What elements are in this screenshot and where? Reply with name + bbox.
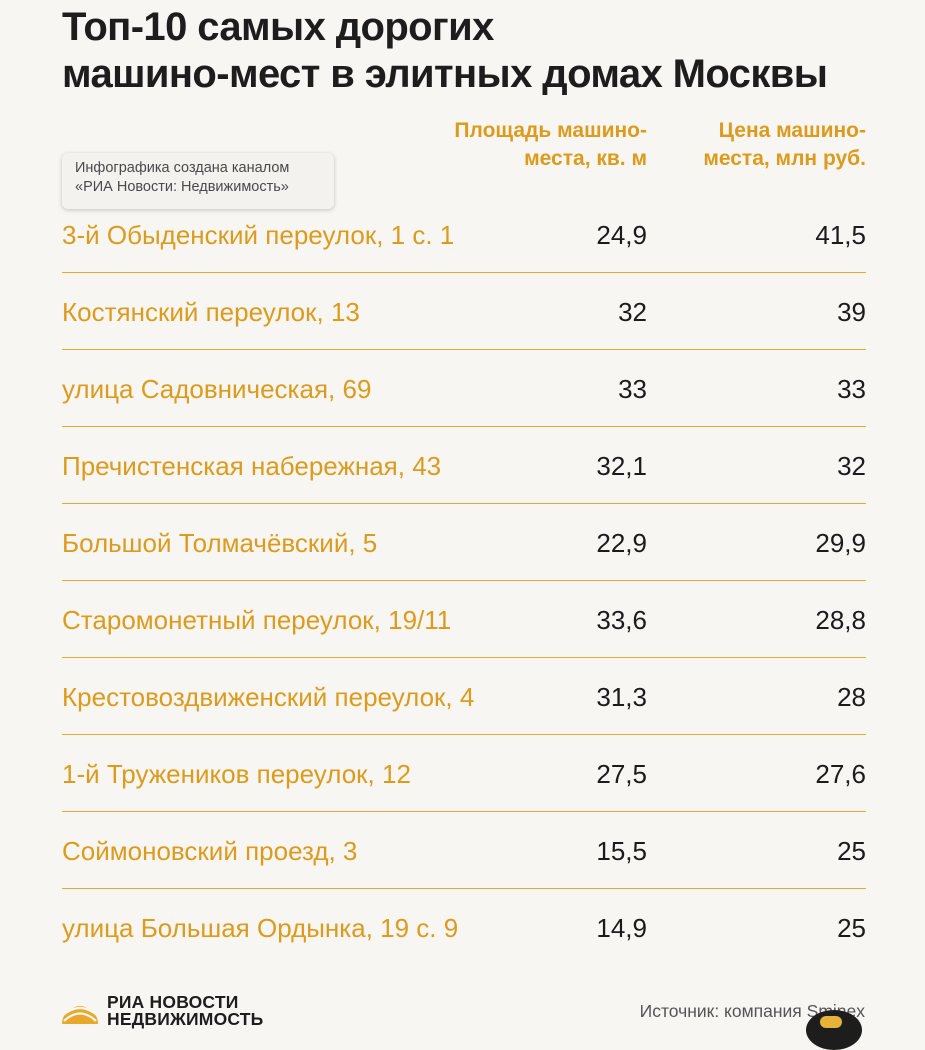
area-cell: 32,1 bbox=[596, 451, 647, 481]
area-cell: 27,5 bbox=[596, 759, 647, 789]
address-cell: 1-й Тружеников переулок, 12 bbox=[62, 759, 411, 789]
address-cell: Пречистенская набережная, 43 bbox=[62, 451, 442, 481]
price-cell: 29,9 bbox=[815, 528, 866, 558]
price-cell: 25 bbox=[837, 836, 866, 866]
ria-logo: РИА НОВОСТИ НЕДВИЖИМОСТЬ bbox=[60, 990, 300, 1028]
logo-text: РИА НОВОСТИ НЕДВИЖИМОСТЬ bbox=[107, 992, 264, 1029]
address-cell: Крестовоздвиженский переулок, 4 bbox=[62, 682, 475, 712]
credit-note: Инфографика создана каналом «РИА Новости… bbox=[62, 153, 334, 209]
table-row: Соймоновский проезд, 3 15,5 25 bbox=[62, 812, 866, 889]
price-cell: 33 bbox=[837, 374, 866, 404]
address-cell: Большой Толмачёвский, 5 bbox=[62, 528, 378, 558]
data-table: 3-й Обыденский переулок, 1 с. 1 24,9 41,5 К… bbox=[62, 196, 866, 966]
area-cell: 14,9 bbox=[596, 913, 647, 943]
column-header-area: Площадь машино- места, кв. м bbox=[454, 119, 647, 170]
area-cell: 24,9 bbox=[596, 220, 647, 250]
table-row: улица Садовническая, 69 33 33 bbox=[62, 350, 866, 427]
address-cell: 3-й Обыденский переулок, 1 с. 1 bbox=[62, 220, 455, 250]
table-row: улица Большая Ордынка, 19 с. 9 14,9 25 bbox=[62, 889, 866, 966]
price-cell: 28,8 bbox=[815, 605, 866, 635]
area-cell: 33,6 bbox=[596, 605, 647, 635]
table-row: Крестовоздвиженский переулок, 4 31,3 28 bbox=[62, 658, 866, 735]
price-cell: 27,6 bbox=[815, 759, 866, 789]
area-cell: 33 bbox=[618, 374, 647, 404]
address-cell: Костянский переулок, 13 bbox=[62, 297, 360, 327]
table-row: Старомонетный переулок, 19/11 33,6 28,8 bbox=[62, 581, 866, 658]
area-cell: 22,9 bbox=[596, 528, 647, 558]
corner-dot bbox=[820, 1016, 842, 1028]
price-cell: 28 bbox=[837, 682, 866, 712]
area-cell: 31,3 bbox=[596, 682, 647, 712]
price-cell: 39 bbox=[837, 297, 866, 327]
address-cell: улица Садовническая, 69 bbox=[62, 374, 372, 404]
table-row: 3-й Обыденский переулок, 1 с. 1 24,9 41,5 bbox=[62, 196, 866, 273]
source-note: Источник: компания Sminex bbox=[639, 1001, 865, 1021]
price-cell: 41,5 bbox=[815, 220, 866, 250]
table-row: Пречистенская набережная, 43 32,1 32 bbox=[62, 427, 866, 504]
area-cell: 32 bbox=[618, 297, 647, 327]
table-row: Большой Толмачёвский, 5 22,9 29,9 bbox=[62, 504, 866, 581]
column-header-price: Цена машино- места, млн руб. bbox=[703, 119, 866, 170]
corner-badge bbox=[806, 1010, 862, 1050]
ria-sun-icon bbox=[61, 1003, 99, 1024]
price-cell: 32 bbox=[837, 451, 866, 481]
price-cell: 25 bbox=[837, 913, 866, 943]
table-row: 1-й Тружеников переулок, 12 27,5 27,6 bbox=[62, 735, 866, 812]
area-cell: 15,5 bbox=[596, 836, 647, 866]
address-cell: улица Большая Ордынка, 19 с. 9 bbox=[62, 913, 459, 943]
page-title: Топ-10 самых дорогих машино-мест в элитн… bbox=[62, 5, 828, 96]
address-cell: Старомонетный переулок, 19/11 bbox=[62, 605, 452, 635]
table-row: Костянский переулок, 13 32 39 bbox=[62, 273, 866, 350]
address-cell: Соймоновский проезд, 3 bbox=[62, 836, 358, 866]
